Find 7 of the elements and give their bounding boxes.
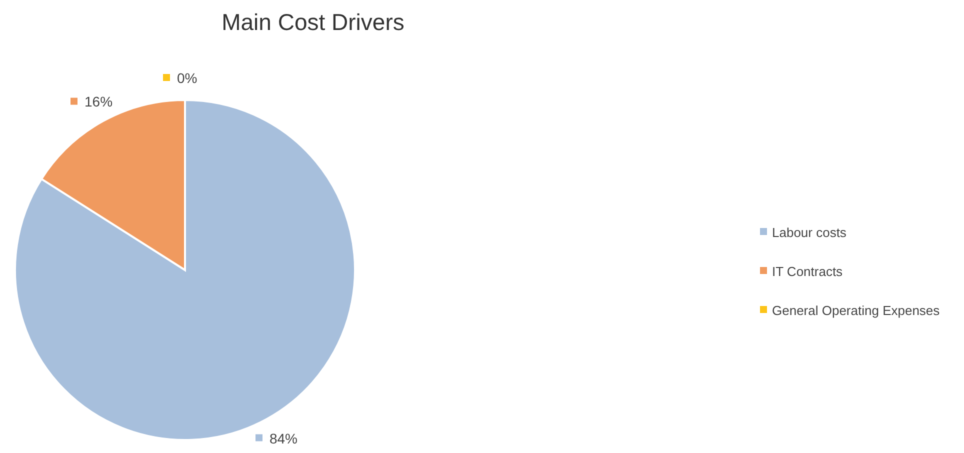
legend-label: IT Contracts xyxy=(772,264,844,279)
legend-label: Labour costs xyxy=(772,225,847,240)
chart-title: Main Cost Drivers xyxy=(222,9,404,35)
text: 0% xyxy=(177,70,198,86)
legend-label: General Operating Expenses xyxy=(772,303,940,318)
data-label: 84% xyxy=(269,430,298,446)
data-label: 16% xyxy=(84,94,113,110)
